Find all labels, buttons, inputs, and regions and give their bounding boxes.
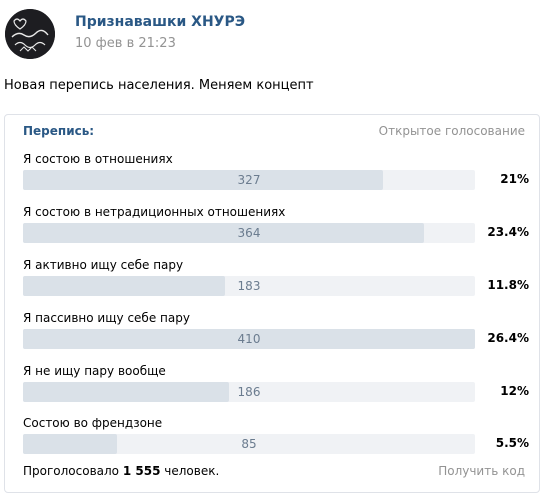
- poll-option[interactable]: Я не ищу пару вообще 186 12%: [23, 364, 529, 414]
- poll-option-percent: 23.4%: [487, 225, 529, 239]
- poll-option-label: Состою во френдзоне: [23, 416, 163, 430]
- poll-option[interactable]: Я пассивно ищу себе пару 410 26.4%: [23, 311, 529, 361]
- poll-option-fill: [23, 170, 383, 190]
- poll-option-label: Я состою в отношениях: [23, 152, 173, 166]
- poll-option-count: 186: [237, 385, 261, 399]
- post-text: Новая перепись населения. Меняем концепт: [4, 78, 314, 93]
- post-date-link[interactable]: 10 фев в 21:23: [75, 36, 176, 51]
- post-author-link[interactable]: Признавашки ХНУРЭ: [75, 14, 246, 30]
- poll-total-suffix: человек.: [164, 464, 220, 478]
- poll-option-count: 327: [237, 173, 261, 187]
- poll-option-percent: 21%: [500, 172, 529, 186]
- poll-option-bar[interactable]: 327: [23, 170, 475, 190]
- poll-total-votes[interactable]: Проголосовало 1 555 человек.: [23, 464, 219, 478]
- poll-option-bar[interactable]: 186: [23, 382, 475, 402]
- poll-option[interactable]: Состою во френдзоне 85 5.5%: [23, 416, 529, 466]
- poll-option-fill: [23, 382, 229, 402]
- poll-type-label: Открытое голосование: [378, 124, 525, 138]
- poll-option-label: Я состою в нетрадиционных отношениях: [23, 205, 286, 219]
- poll-option-fill: [23, 434, 118, 454]
- poll-option-label: Я пассивно ищу себе пару: [23, 311, 190, 325]
- poll-total-prefix: Проголосовало: [23, 464, 120, 478]
- get-code-link[interactable]: Получить код: [438, 464, 525, 478]
- poll-option-fill: [23, 329, 475, 349]
- poll-block: Перепись: Открытое голосование Я состою …: [4, 114, 540, 493]
- poll-option-count: 364: [237, 226, 261, 240]
- poll-option[interactable]: Я состою в нетрадиционных отношениях 364…: [23, 205, 529, 255]
- poll-option[interactable]: Я активно ищу себе пару 183 11.8%: [23, 258, 529, 308]
- poll-option-percent: 11.8%: [487, 278, 529, 292]
- poll-option-bar[interactable]: 183: [23, 276, 475, 296]
- poll-option-bar[interactable]: 364: [23, 223, 475, 243]
- poll-total-count: 1 555: [122, 464, 161, 478]
- poll-option-count: 183: [237, 279, 261, 293]
- group-avatar[interactable]: [5, 9, 55, 59]
- poll-option-fill: [23, 276, 225, 296]
- poll-option[interactable]: Я состою в отношениях 327 21%: [23, 152, 529, 202]
- poll-option-percent: 5.5%: [495, 436, 529, 450]
- poll-title: Перепись:: [23, 124, 95, 138]
- poll-option-bar[interactable]: 410: [23, 329, 475, 349]
- poll-option-label: Я активно ищу себе пару: [23, 258, 184, 272]
- poll-option-percent: 12%: [500, 384, 529, 398]
- poll-option-fill: [23, 223, 424, 243]
- poll-option-count: 410: [237, 332, 261, 346]
- poll-option-label: Я не ищу пару вообще: [23, 364, 166, 378]
- avatar-logo-icon: [5, 9, 55, 59]
- poll-option-percent: 26.4%: [487, 331, 529, 345]
- poll-option-count: 85: [241, 437, 257, 451]
- poll-option-bar[interactable]: 85: [23, 434, 475, 454]
